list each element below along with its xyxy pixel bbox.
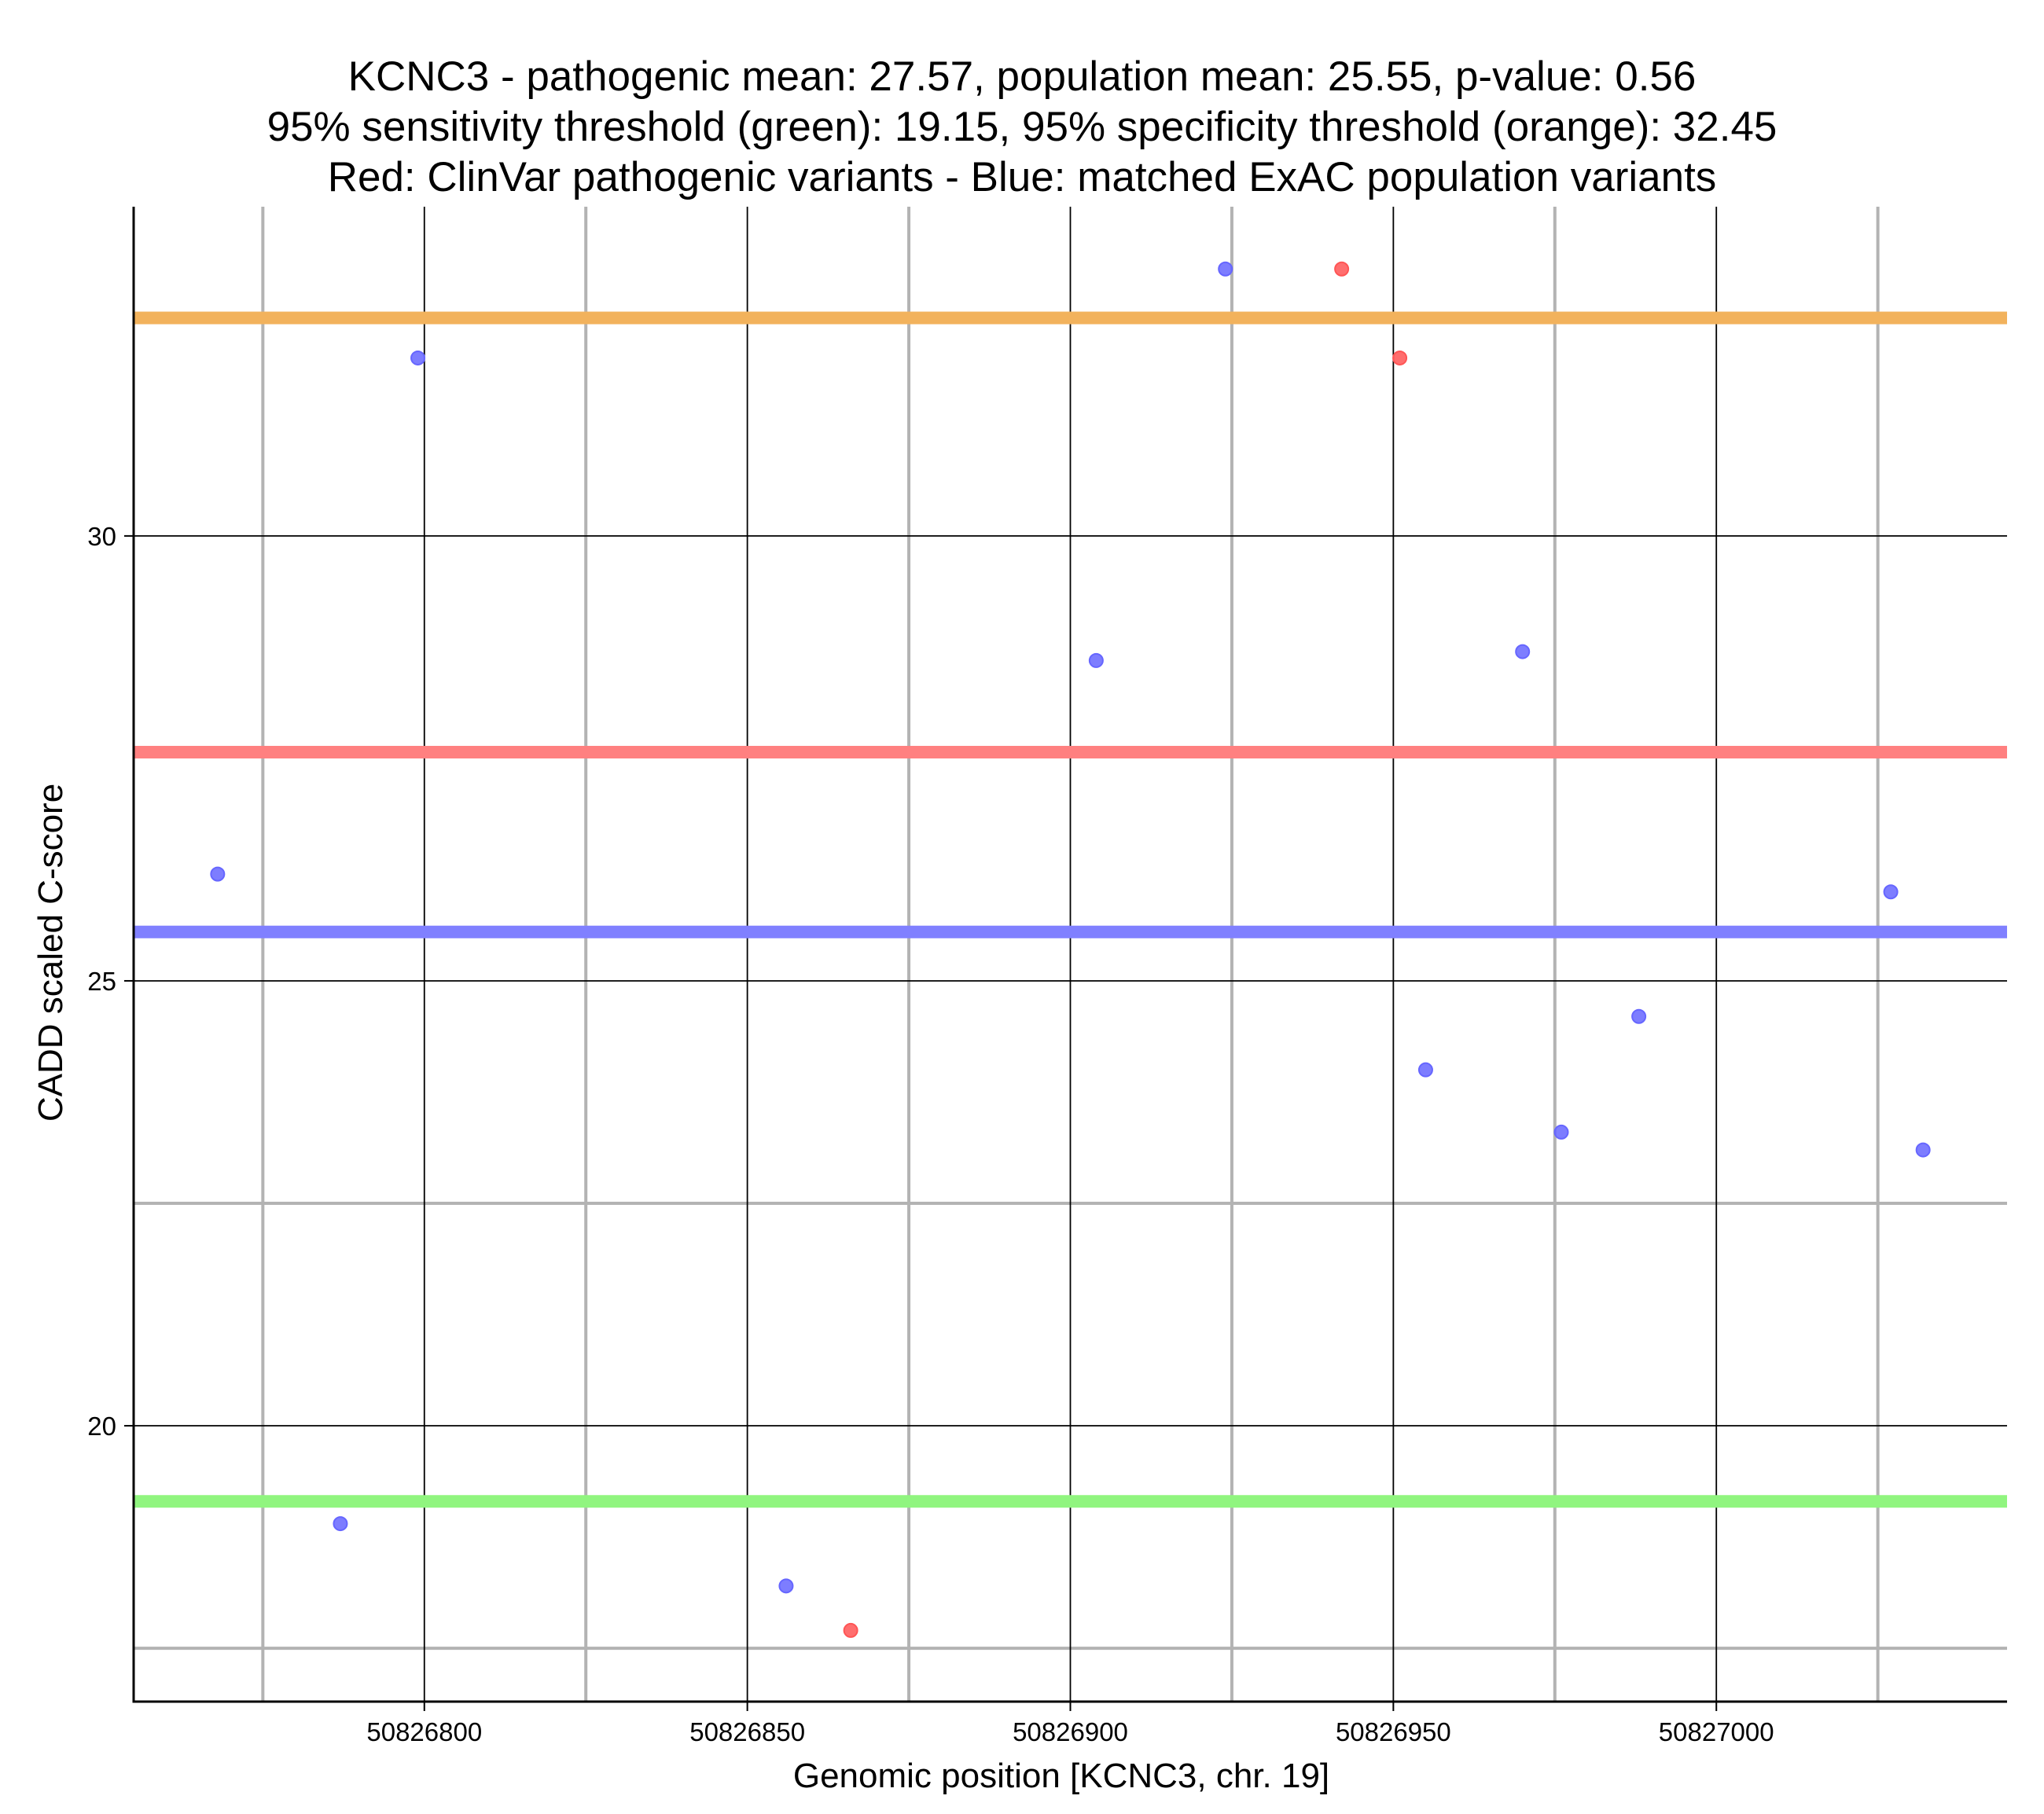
data-point (210, 866, 226, 882)
x-tick-label: 50826950 (1336, 1717, 1451, 1746)
data-point (778, 1578, 794, 1594)
y-tick-label: 30 (87, 522, 116, 551)
y-tick-label: 20 (87, 1412, 116, 1441)
data-point (410, 350, 426, 365)
data-point (1334, 261, 1350, 277)
y-axis-title: CADD scaled C-score (31, 783, 70, 1122)
chart-title-line-2: 95% sensitivity threshold (green): 19.15… (267, 104, 1777, 150)
x-axis-title: Genomic position [KCNC3, chr. 19] (792, 1757, 1330, 1795)
data-point (1883, 884, 1899, 900)
y-tick-label: 25 (87, 967, 116, 996)
data-point (1631, 1008, 1647, 1024)
data-point (1515, 644, 1531, 659)
data-point (1553, 1124, 1569, 1140)
x-tick-label: 50827000 (1659, 1717, 1774, 1746)
data-point (1915, 1142, 1931, 1158)
data-point (333, 1516, 348, 1532)
data-point (1218, 261, 1233, 277)
chart-title-line-3: Red: ClinVar pathogenic variants - Blue:… (327, 154, 1717, 200)
chart-title-line-1: KCNC3 - pathogenic mean: 27.57, populati… (347, 53, 1697, 100)
x-tick-label: 50826800 (366, 1717, 482, 1746)
data-point (1088, 652, 1104, 668)
x-tick-label: 50826850 (689, 1717, 805, 1746)
data-point (1392, 350, 1408, 365)
data-point (843, 1622, 858, 1638)
x-tick-label: 50826900 (1013, 1717, 1128, 1746)
data-point (1417, 1062, 1433, 1078)
